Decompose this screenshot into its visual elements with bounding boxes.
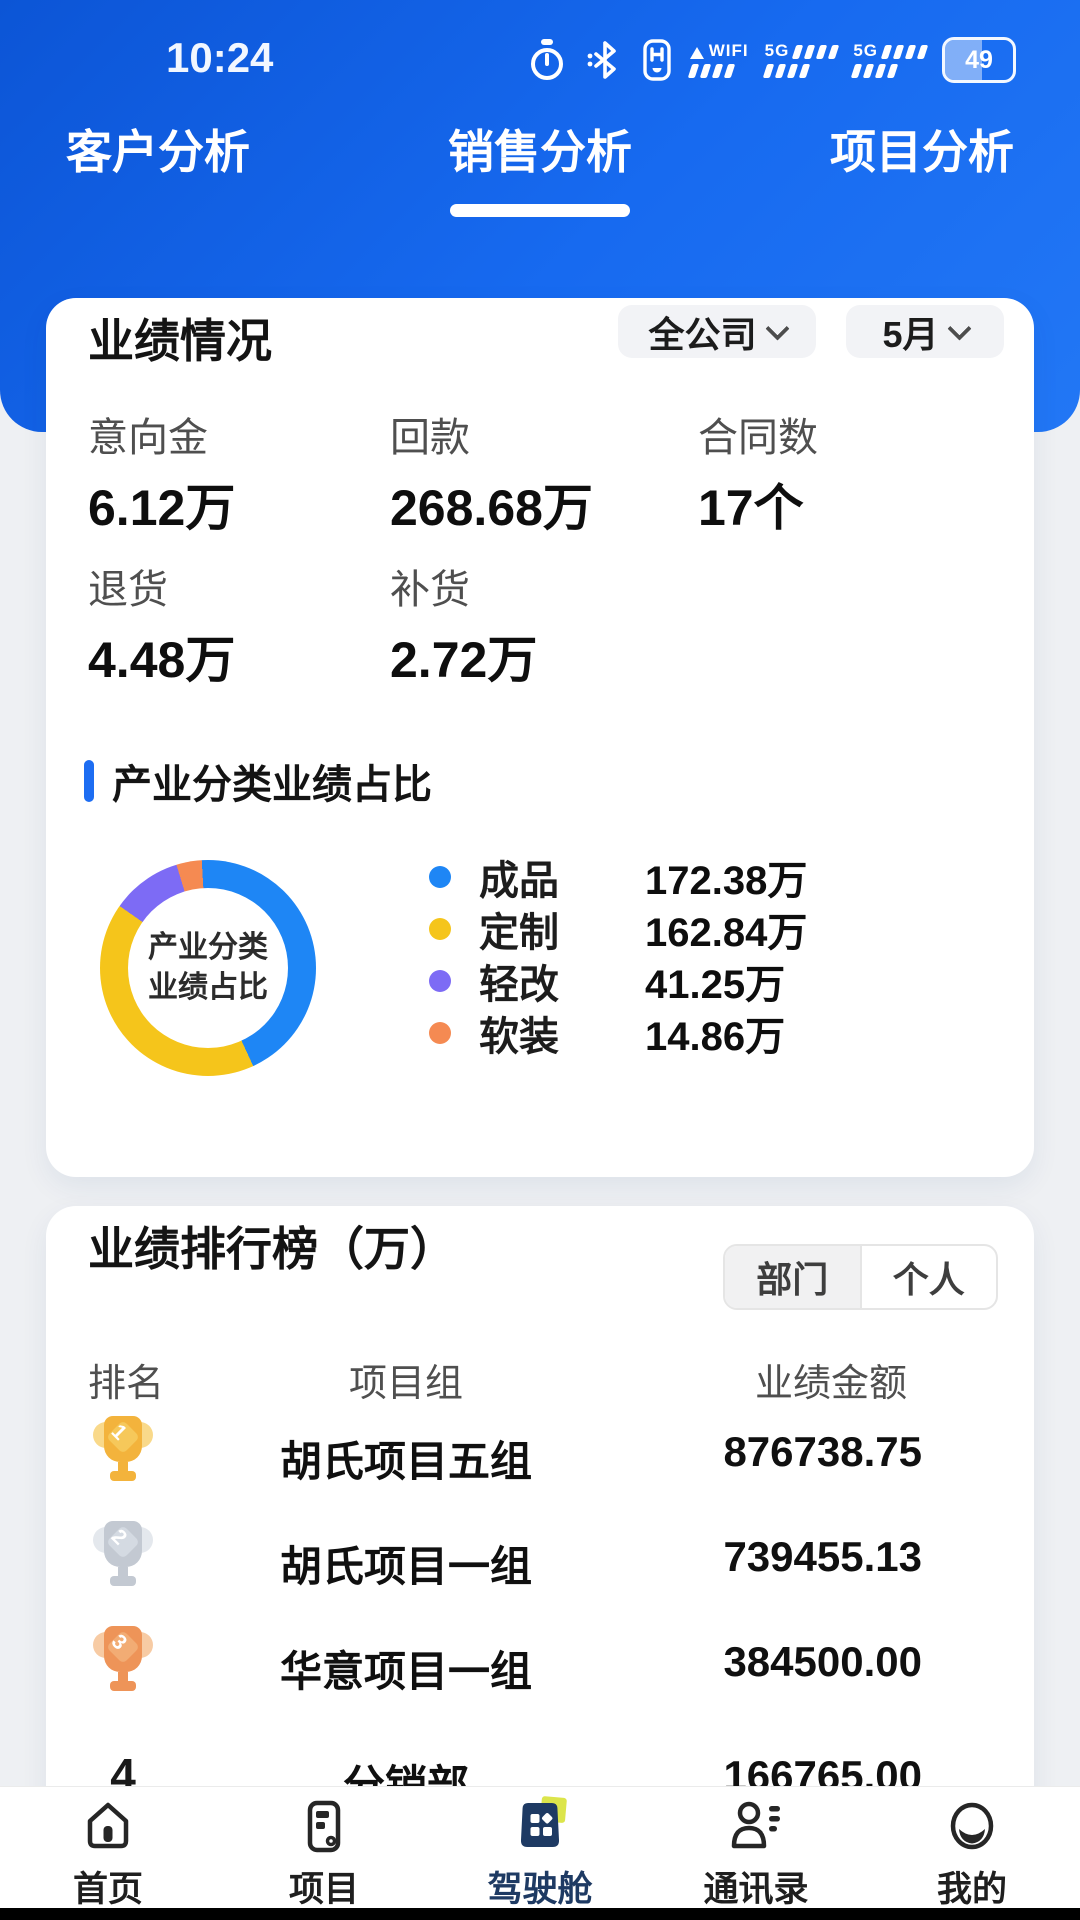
stat-replenishment: 补货 2.72万 bbox=[390, 568, 538, 688]
table-row: 1 1 胡氏项目五组 876738.75 bbox=[46, 1406, 1034, 1496]
cockpit-icon bbox=[520, 1796, 567, 1847]
donut-center-label: 产业分类 业绩占比 bbox=[128, 888, 288, 1048]
stat-returns: 退货 4.48万 bbox=[88, 568, 236, 688]
toggle-personal[interactable]: 个人 bbox=[892, 1259, 965, 1300]
nav-item-cockpit[interactable]: 驾驶舱 bbox=[432, 1787, 648, 1920]
contacts-icon bbox=[731, 1801, 780, 1849]
wifi-icon: WIFI bbox=[687, 42, 749, 78]
bluetooth-icon bbox=[584, 37, 624, 83]
table-row: 3 3 华意项目一组 384500.00 bbox=[46, 1616, 1034, 1706]
status-icons: WIFI 5G 5G 49 bbox=[526, 30, 1016, 90]
legend-item: 软装 14.86万 bbox=[429, 1007, 807, 1059]
donut-chart: 产业分类 业绩占比 bbox=[100, 860, 316, 1076]
ranking-column-headers: 排名 项目组 业绩金额 bbox=[88, 1363, 907, 1405]
home-indicator-bar bbox=[0, 1908, 1080, 1920]
active-tab-indicator bbox=[450, 204, 630, 217]
month-filter-label: 5月 bbox=[882, 313, 939, 355]
table-row: 2 2 胡氏项目一组 739455.13 bbox=[46, 1511, 1034, 1601]
project-icon bbox=[307, 1800, 341, 1853]
tab-sales-analysis[interactable]: 销售分析 bbox=[448, 126, 632, 178]
stat-contracts: 合同数 17个 bbox=[698, 416, 818, 536]
scope-filter-dropdown[interactable]: 全公司 bbox=[618, 305, 816, 358]
nav-item-project[interactable]: 项目 bbox=[216, 1787, 432, 1920]
chart-legend: 成品 172.38万 定制 162.84万 轻改 41.25万 软装 14.86… bbox=[429, 851, 807, 1059]
legend-dot bbox=[429, 1022, 451, 1044]
legend-dot bbox=[429, 970, 451, 992]
nav-item-contacts[interactable]: 通讯录 bbox=[648, 1787, 864, 1920]
legend-dot bbox=[429, 918, 451, 940]
legend-item: 成品 172.38万 bbox=[429, 851, 807, 903]
battery-icon: 49 bbox=[942, 37, 1016, 83]
ranking-toggle: 部门 个人 bbox=[723, 1244, 998, 1310]
toggle-department[interactable]: 部门 bbox=[725, 1246, 862, 1308]
nav-item-home[interactable]: 首页 bbox=[0, 1787, 216, 1920]
performance-card: 业绩情况 全公司 5月 意向金 6.12万 回款 268.68万 合同数 17个… bbox=[46, 298, 1034, 1177]
stat-intention: 意向金 6.12万 bbox=[88, 416, 236, 536]
legend-dot bbox=[429, 866, 451, 888]
ranking-title: 业绩排行榜（万） bbox=[88, 1223, 456, 1275]
legend-item: 定制 162.84万 bbox=[429, 903, 807, 955]
performance-title: 业绩情况 bbox=[88, 315, 272, 367]
scope-filter-label: 全公司 bbox=[648, 313, 757, 355]
chevron-down-icon bbox=[946, 316, 972, 341]
silver-trophy-icon: 2 bbox=[91, 1521, 155, 1591]
stopwatch-icon bbox=[526, 37, 568, 83]
hd-volte-icon bbox=[640, 37, 674, 83]
bottom-nav: 首页 项目 驾驶舱 bbox=[0, 1786, 1080, 1920]
legend-item: 轻改 41.25万 bbox=[429, 955, 807, 1007]
signal-5g-icon: 5G bbox=[762, 42, 840, 78]
nav-item-profile[interactable]: 我的 bbox=[864, 1787, 1080, 1920]
status-time: 10:24 bbox=[166, 34, 274, 81]
top-tabs: 客户分析 销售分析 项目分析 bbox=[0, 112, 1080, 192]
stat-payment: 回款 268.68万 bbox=[390, 416, 593, 536]
tab-customer-analysis[interactable]: 客户分析 bbox=[66, 126, 250, 178]
bronze-trophy-icon: 3 bbox=[91, 1626, 155, 1696]
status-bar: 10:24 WIFI 5G 5G bbox=[0, 30, 1080, 90]
section-accent-bar bbox=[84, 760, 94, 802]
month-filter-dropdown[interactable]: 5月 bbox=[846, 305, 1004, 358]
profile-icon bbox=[950, 1802, 994, 1850]
home-icon bbox=[87, 1802, 129, 1849]
battery-percent: 49 bbox=[965, 45, 993, 74]
ranking-card: 业绩排行榜（万） 部门 个人 排名 项目组 业绩金额 1 1 胡氏项目五组 87… bbox=[46, 1206, 1034, 1826]
tab-project-analysis[interactable]: 项目分析 bbox=[830, 126, 1014, 178]
section-header: 产业分类业绩占比 bbox=[84, 752, 432, 810]
signal-5g-icon-2: 5G bbox=[851, 42, 929, 78]
gold-trophy-icon: 1 bbox=[91, 1416, 155, 1486]
chevron-down-icon bbox=[764, 316, 790, 341]
